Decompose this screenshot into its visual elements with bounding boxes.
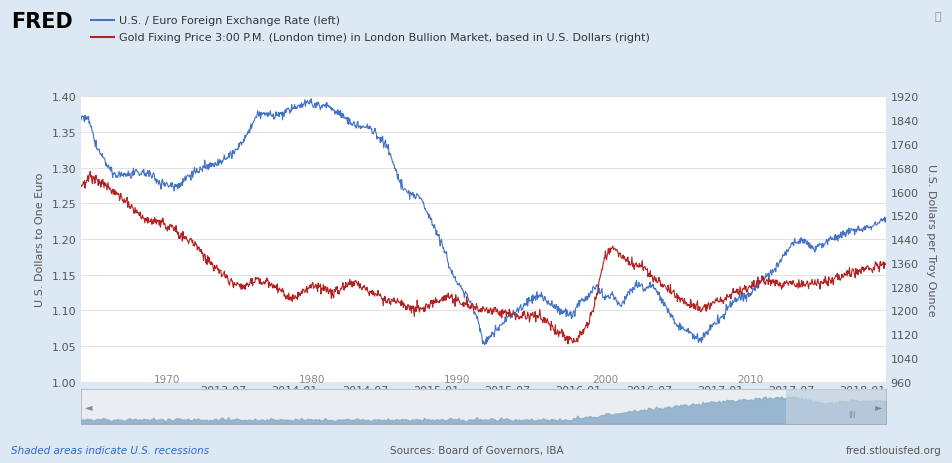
Bar [81, 389, 784, 424]
Text: Sources: Board of Governors, IBA: Sources: Board of Governors, IBA [389, 444, 563, 455]
Text: 2010: 2010 [737, 374, 763, 384]
Text: ►: ► [874, 401, 882, 411]
Text: fred.stlouisfed.org: fred.stlouisfed.org [845, 444, 941, 455]
Y-axis label: U.S. Dollars per Troy Ounce: U.S. Dollars per Troy Ounce [924, 163, 935, 316]
Text: ⛶: ⛶ [934, 12, 941, 22]
Text: 2000: 2000 [592, 374, 618, 384]
Text: Gold Fixing Price 3:00 P.M. (London time) in London Bullion Market, based in U.S: Gold Fixing Price 3:00 P.M. (London time… [119, 33, 649, 43]
Y-axis label: U.S. Dollars to One Euro: U.S. Dollars to One Euro [35, 173, 45, 307]
Text: 1990: 1990 [443, 374, 469, 384]
Text: 1980: 1980 [298, 374, 325, 384]
Text: Shaded areas indicate U.S. recessions: Shaded areas indicate U.S. recessions [11, 444, 209, 455]
Text: ◄: ◄ [85, 401, 92, 411]
Text: 1970: 1970 [153, 374, 180, 384]
Text: U.S. / Euro Foreign Exchange Rate (left): U.S. / Euro Foreign Exchange Rate (left) [119, 16, 340, 26]
Bar [784, 389, 885, 424]
Text: FRED: FRED [11, 12, 73, 31]
Text: III: III [847, 411, 855, 419]
